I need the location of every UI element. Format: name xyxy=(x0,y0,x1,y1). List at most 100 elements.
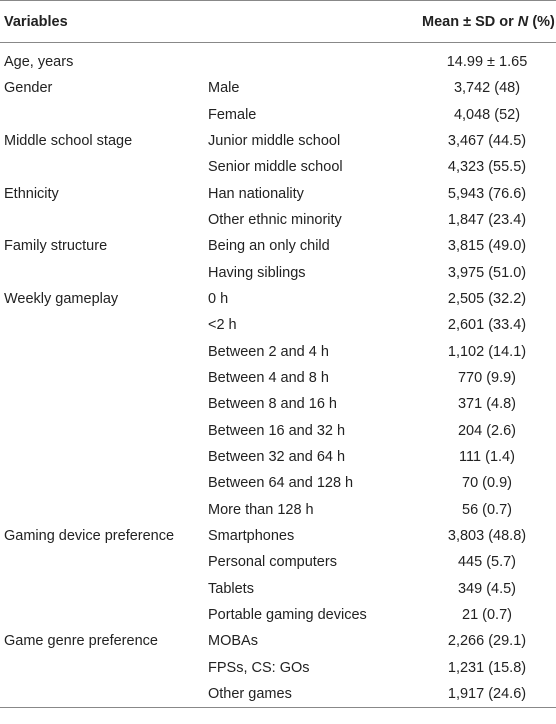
value-cell: 14.99 ± 1.65 xyxy=(446,54,528,71)
category-cell: Between 16 and 32 h xyxy=(208,422,346,439)
category-cell: Female xyxy=(208,106,257,123)
header-text: N xyxy=(517,13,529,30)
table-body: Age, years 14.99 ± 1.65 Gender Male 3,742 (4… xyxy=(0,43,556,709)
variable-cell xyxy=(0,470,204,496)
category-cell: Between 4 and 8 h xyxy=(208,370,329,387)
table-row: Senior middle school 4,323 (55.5) xyxy=(0,154,556,180)
category-cell: Han nationality xyxy=(208,185,304,202)
category-cell: Between 2 and 4 h xyxy=(208,343,329,360)
table-header: Variables Mean ± SD or N (%) xyxy=(0,0,556,43)
variable-cell xyxy=(0,680,204,709)
table-row: Gaming device preference Smartphones 3,803… xyxy=(0,523,556,549)
table-row: Other ethnic minority 1,847 (23.4) xyxy=(0,207,556,233)
variable-cell xyxy=(0,497,204,523)
category-cell: Senior middle school xyxy=(208,159,343,176)
variable-cell: Game genre preference xyxy=(4,633,158,650)
variable-cell: Ethnicity xyxy=(4,185,59,202)
variable-cell xyxy=(0,444,204,470)
table-row: Ethnicity Han nationality 5,943 (76.6) xyxy=(0,181,556,207)
category-cell: <2 h xyxy=(208,317,237,334)
table-row: Between 16 and 32 h 204 (2.6) xyxy=(0,418,556,444)
category-cell: Personal computers xyxy=(208,554,337,571)
table-row: Personal computers 445 (5.7) xyxy=(0,549,556,575)
category-cell: Male xyxy=(208,80,240,97)
variable-cell: Gaming device preference xyxy=(4,528,175,545)
category-cell: Junior middle school xyxy=(208,133,341,150)
category-cell: 0 h xyxy=(208,291,229,308)
value-cell: 349 (4.5) xyxy=(457,580,517,597)
table-row: Portable gaming devices 21 (0.7) xyxy=(0,602,556,628)
variable-cell xyxy=(0,391,204,417)
table-row: Between 32 and 64 h 111 (1.4) xyxy=(0,444,556,470)
variable-cell xyxy=(0,260,204,286)
table-row: Other games 1,917 (24.6) xyxy=(0,680,556,709)
table-row: <2 h 2,601 (33.4) xyxy=(0,312,556,338)
variable-cell xyxy=(0,655,204,681)
table-row: Family structure Being an only child 3,815… xyxy=(0,233,556,259)
variable-cell xyxy=(0,549,204,575)
value-cell: 2,505 (32.2) xyxy=(447,291,527,308)
table-row: Age, years 14.99 ± 1.65 xyxy=(0,49,556,75)
variable-cell: Weekly gameplay xyxy=(4,291,119,308)
variable-cell xyxy=(0,312,204,338)
table-row: Tablets 349 (4.5) xyxy=(0,576,556,602)
value-cell: 4,048 (52) xyxy=(453,106,521,123)
value-cell: 204 (2.6) xyxy=(457,422,517,439)
table-row: Having siblings 3,975 (51.0) xyxy=(0,260,556,286)
value-cell: 1,847 (23.4) xyxy=(447,212,527,229)
variable-cell: Middle school stage xyxy=(4,133,133,150)
value-cell: 70 (0.9) xyxy=(462,475,512,492)
variable-cell: Gender xyxy=(4,80,53,97)
table-row: Between 8 and 16 h 371 (4.8) xyxy=(0,391,556,417)
category-cell: Between 32 and 64 h xyxy=(208,449,346,466)
variable-cell xyxy=(0,339,204,365)
value-cell: 3,803 (48.8) xyxy=(447,528,527,545)
variable-cell xyxy=(0,602,204,628)
value-cell: 3,742 (48) xyxy=(453,80,521,97)
variable-cell: Age, years xyxy=(4,54,74,71)
variable-cell xyxy=(0,154,204,180)
header-text: Mean ± SD or xyxy=(422,13,514,30)
category-cell: Being an only child xyxy=(208,238,330,255)
value-cell: 1,917 (24.6) xyxy=(418,680,556,709)
variable-cell xyxy=(0,576,204,602)
category-cell: Tablets xyxy=(208,580,254,597)
category-cell: FPSs, CS: GOs xyxy=(208,659,310,676)
value-cell: 56 (0.7) xyxy=(462,501,512,518)
table-row: FPSs, CS: GOs 1,231 (15.8) xyxy=(0,655,556,681)
value-cell: 2,266 (29.1) xyxy=(447,633,527,650)
value-cell: 3,815 (49.0) xyxy=(447,238,527,255)
category-cell: Other ethnic minority xyxy=(208,212,342,229)
value-cell: 1,231 (15.8) xyxy=(447,659,527,676)
variable-cell xyxy=(0,102,204,128)
variable-cell xyxy=(0,418,204,444)
variable-cell xyxy=(0,207,204,233)
value-cell: 445 (5.7) xyxy=(457,554,517,571)
category-cell: MOBAs xyxy=(208,633,258,650)
variable-cell: Family structure xyxy=(4,238,108,255)
header-cell: Variables xyxy=(0,0,204,43)
table-row: Middle school stage Junior middle school 3… xyxy=(0,128,556,154)
table-row: Between 64 and 128 h 70 (0.9) xyxy=(0,470,556,496)
value-cell: 3,467 (44.5) xyxy=(447,133,527,150)
data-table: Variables Mean ± SD or N (%) Age, years 1… xyxy=(0,0,556,709)
table-row: Weekly gameplay 0 h 2,505 (32.2) xyxy=(0,286,556,312)
variable-cell xyxy=(0,365,204,391)
table-row: Between 2 and 4 h 1,102 (14.1) xyxy=(0,339,556,365)
category-cell: More than 128 h xyxy=(208,501,314,518)
value-cell: 2,601 (33.4) xyxy=(447,317,527,334)
header-cell: Mean ± SD or N (%) xyxy=(418,0,556,43)
table-row: Gender Male 3,742 (48) xyxy=(0,75,556,101)
category-cell: Other games xyxy=(204,680,418,709)
header-cell xyxy=(204,0,418,43)
category-cell: Between 8 and 16 h xyxy=(208,396,337,413)
table-row: Female 4,048 (52) xyxy=(0,102,556,128)
value-cell: 3,975 (51.0) xyxy=(447,264,527,281)
category-cell: Smartphones xyxy=(208,528,295,545)
category-cell: Having siblings xyxy=(208,264,306,281)
table-row: More than 128 h 56 (0.7) xyxy=(0,497,556,523)
value-cell: 1,102 (14.1) xyxy=(447,343,527,360)
value-cell: 4,323 (55.5) xyxy=(447,159,527,176)
